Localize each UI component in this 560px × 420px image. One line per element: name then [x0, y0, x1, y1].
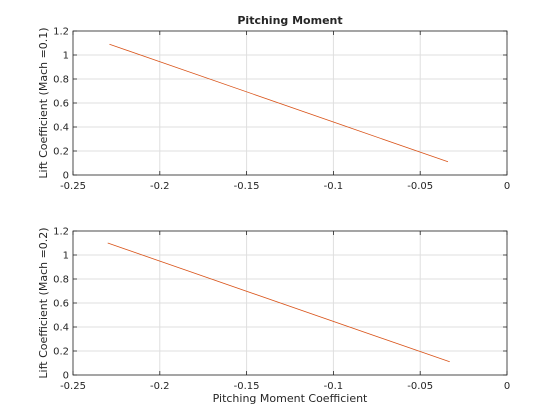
x-tick-label: -0.15 — [234, 181, 260, 192]
y-tick-label: 0.8 — [53, 75, 69, 86]
y-tick-label: 0 — [63, 171, 69, 182]
subplot-2: -0.25 -0.2 -0.15 -0.1 -0.05 0 0 0.2 0.4 0.6 0.8 1 1.… — [37, 227, 510, 406]
y-tick-label: 1 — [63, 51, 69, 62]
y-tick-label: 0 — [63, 371, 69, 382]
y-tick-label: 0.6 — [53, 99, 69, 110]
y-tick-label: 0.2 — [53, 147, 69, 158]
y-tick-label: 1 — [63, 251, 69, 262]
y-axis-title: Lift Coefficient (Mach =0.1) — [37, 27, 50, 178]
y-tick-label: 0.6 — [53, 299, 69, 310]
x-tick-label: 0 — [504, 181, 510, 192]
x-tick-label: -0.1 — [324, 381, 344, 392]
y-tick-label: 0.2 — [53, 347, 69, 358]
x-tick-label: -0.15 — [234, 381, 260, 392]
subplot-1: -0.25 -0.2 -0.15 -0.1 -0.05 0 0 0.2 0.4 0.6 0.8 1 1.… — [37, 14, 510, 192]
x-tick-label: -0.25 — [60, 181, 86, 192]
y-tick-label: 0.4 — [53, 123, 69, 134]
series-line — [107, 242, 450, 363]
x-axis-title: Pitching Moment Coefficient — [213, 392, 368, 405]
x-tick-label: -0.1 — [324, 181, 344, 192]
y-tick-label: 1.2 — [53, 27, 69, 38]
y-axis-title: Lift Coefficient (Mach =0.2) — [37, 227, 50, 378]
x-tick-label: -0.05 — [407, 181, 433, 192]
x-tick-label: -0.25 — [60, 381, 86, 392]
y-tick-label: 0.8 — [53, 275, 69, 286]
x-tick-label: 0 — [504, 381, 510, 392]
x-tick-label: -0.2 — [150, 181, 170, 192]
x-tick-label: -0.2 — [150, 381, 170, 392]
y-tick-label: 0.4 — [53, 323, 69, 334]
chart-title: Pitching Moment — [237, 14, 342, 27]
series-line — [109, 43, 449, 163]
y-tick-label: 1.2 — [53, 227, 69, 238]
x-tick-label: -0.05 — [407, 381, 433, 392]
